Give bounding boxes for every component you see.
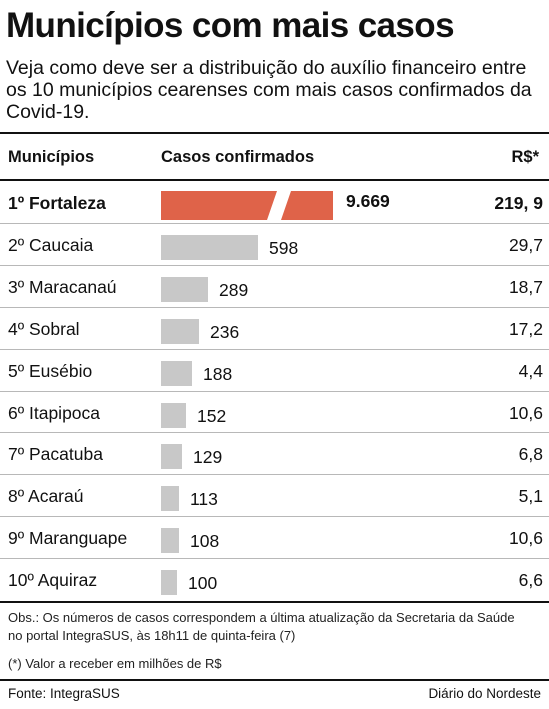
publisher-label: Diário do Nordeste [428,686,541,701]
cases-value-label: 236 [210,321,240,342]
note-asterisk: (*) Valor a receber em milhões de R$ [8,656,222,671]
amount-label: 5,1 [518,486,543,507]
cases-value-label: 100 [188,573,218,594]
bar [161,234,258,260]
bar [161,318,199,344]
cases-value-label: 113 [190,489,218,510]
bar [161,528,179,554]
table-row: 5º Eusébio 188 4,4 [0,351,549,392]
amount-label: 6,6 [518,570,543,591]
header-valor: R$* [511,148,539,166]
row-separator [0,432,549,434]
bottom-rule [0,601,549,603]
table-row: 1º Fortaleza 9.669 219, 9 [0,183,549,224]
subtitle: Veja como deve ser a distribuição do aux… [6,57,532,123]
cases-value-label: 9.669 [346,191,390,211]
amount-label: 18,7 [508,276,543,297]
cases-value-label: 152 [197,405,227,426]
footer-rule [0,679,549,681]
amount-label: 10,6 [508,528,543,549]
municipio-label: 6º Itapipoca [8,402,101,423]
table-row: 6º Itapipoca 152 10,6 [0,393,549,434]
row-separator [0,516,549,518]
row-separator [0,306,549,308]
cases-value-label: 188 [203,363,233,384]
table-row: 9º Maranguape 108 10,6 [0,518,549,559]
municipio-label: 7º Pacatuba [8,444,103,465]
municipio-label: 8º Acaraú [8,486,84,507]
municipio-label: 5º Eusébio [8,360,93,381]
bar [161,486,179,512]
amount-label: 17,2 [508,318,543,339]
amount-label: 4,4 [518,360,543,381]
bar [161,402,186,428]
row-separator [0,348,549,350]
municipio-label: 1º Fortaleza [8,193,106,213]
note-obs: Obs.: Os números de casos correspondem a… [8,610,515,643]
page-title: Municípios com mais casos [6,6,455,45]
table-row: 4º Sobral 236 17,2 [0,309,549,350]
row-separator [0,390,549,392]
table-row: 10º Aquiraz 100 6,6 [0,560,549,601]
municipio-label: 9º Maranguape [8,528,128,549]
row-separator [0,222,549,224]
cases-value-label: 129 [193,447,223,468]
amount-label: 29,7 [508,234,543,255]
header-casos-confirmados: Casos confirmados [161,148,315,166]
cases-value-label: 598 [269,237,299,258]
top-rule [0,132,549,134]
bar-segment-left [161,191,277,220]
bar [161,276,208,302]
bar-fortaleza [161,191,333,220]
table-row: 8º Acaraú 113 5,1 [0,476,549,517]
header-municipios: Municípios [8,148,95,166]
row-separator [0,558,549,560]
table-row: 3º Maracanaú 289 18,7 [0,267,549,308]
amount-label: 219, 9 [494,193,543,213]
amount-label: 6,8 [518,444,543,465]
cases-value-label: 108 [190,531,220,552]
bar [161,360,192,386]
municipio-label: 3º Maracanaú [8,276,117,297]
municipio-label: 2º Caucaia [8,234,94,255]
municipio-label: 10º Aquiraz [8,570,98,591]
table-row: 7º Pacatuba 129 6,8 [0,434,549,475]
row-separator [0,264,549,266]
bar [161,444,182,470]
table-row: 2º Caucaia 598 29,7 [0,225,549,266]
row-separator [0,474,549,476]
bar-segment-right [281,191,333,220]
amount-label: 10,6 [508,402,543,423]
header-rule [0,179,549,181]
source-label: Fonte: IntegraSUS [8,686,120,701]
bar [161,570,177,596]
municipio-label: 4º Sobral [8,318,80,339]
cases-value-label: 289 [219,279,249,300]
